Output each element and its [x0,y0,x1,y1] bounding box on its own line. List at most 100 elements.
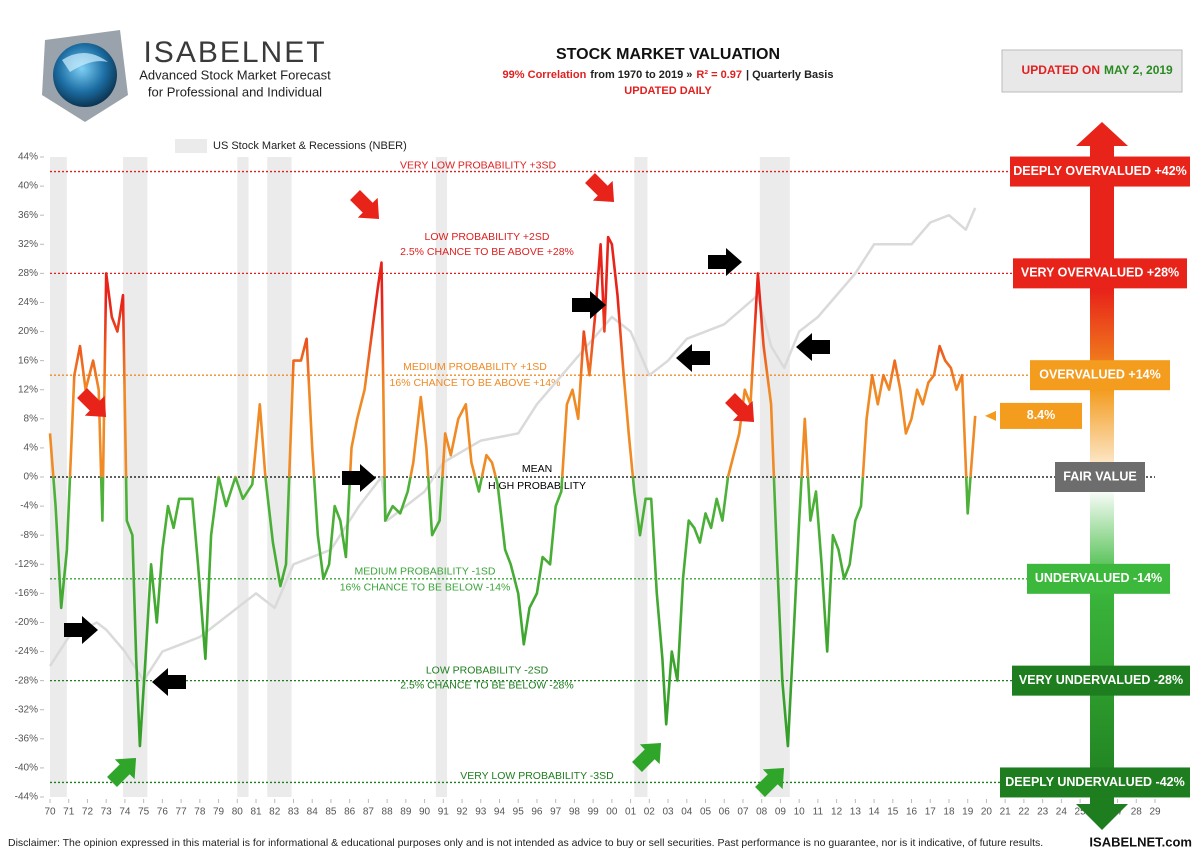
x-tick-label: 79 [213,807,225,818]
x-tick-label: 73 [101,807,113,818]
chart-note: UPDATED DAILY [624,85,712,97]
plot: US Stock Market & Recessions (NBER) 44% 40… [15,139,1161,818]
overlay: DEEPLY OVERVALUED +42% VERY OVERVALUED +2… [985,156,1190,798]
disclaimer: Disclaimer: The opinion expressed in thi… [8,837,1043,849]
zone-box [1030,360,1170,391]
x-tick-label: 06 [719,807,731,818]
x-tick-label: 70 [44,807,56,818]
x-tick-label: 04 [681,807,693,818]
reference-sublabel: 2.5% CHANCE TO BE ABOVE +28% [400,246,574,258]
x-tick-label: 91 [438,807,450,818]
y-tick-label: 36% [18,210,38,221]
y-tick-label: 28% [18,268,38,279]
reference-sublabel: 16% CHANCE TO BE BELOW -14% [340,582,511,594]
zone-box [1012,665,1190,696]
x-tick-label: 22 [1018,807,1030,818]
x-tick-label: 12 [831,807,843,818]
subtitle-part: 99% Correlation [503,69,587,81]
x-tick-label: 13 [850,807,862,818]
y-tick-label: 16% [18,355,38,366]
x-tick-label: 05 [700,807,712,818]
updated-date: MAY 2, 2019 [1104,63,1173,77]
x-tick-label: 94 [494,807,506,818]
x-tick-label: 93 [475,807,487,818]
x-tick-label: 16 [906,807,918,818]
x-tick-label: 98 [569,807,581,818]
chart-title: STOCK MARKET VALUATION [556,46,780,63]
chart-subtitle: 99% Correlation from 1970 to 2019 » R² = 0… [503,69,834,81]
legend-swatch [175,139,207,153]
x-tick-label: 86 [344,807,356,818]
reference-label: VERY LOW PROBABILITY -3SD [460,770,614,782]
stock-market-line [48,207,977,682]
y-tick-label: 12% [18,384,38,395]
x-tick-label: 02 [644,807,656,818]
x-tick-label: 84 [307,807,319,818]
y-tick-label: -8% [20,530,38,541]
x-tick-label: 81 [250,807,262,818]
current-box [1000,402,1082,429]
x-tick-label: 75 [138,807,150,818]
x-tick-label: 28 [1131,807,1143,818]
y-tick-label: 40% [18,181,38,192]
current-pointer [985,410,996,421]
zone-box [1000,767,1190,798]
x-tick-label: 80 [232,807,244,818]
zone-box [1055,462,1145,492]
y-tick-label: 0% [24,472,39,483]
reference-label: LOW PROBABILITY -2SD [426,664,549,676]
reference-sublabel: 16% CHANCE TO BE ABOVE +14% [390,377,561,389]
x-tick-label: 77 [176,807,188,818]
x-tick-label: 97 [550,807,562,818]
legend-label: US Stock Market & Recessions (NBER) [213,140,407,152]
x-tick-label: 17 [925,807,937,818]
x-tick-label: 76 [157,807,169,818]
x-tick-label: 92 [456,807,468,818]
x-tick-label: 15 [887,807,899,818]
zone-box [1010,156,1190,187]
y-tick-label: 20% [18,326,38,337]
x-tick-label: 85 [325,807,337,818]
x-tick-label: 78 [194,807,206,818]
zone-label: FAIR VALUE [1063,469,1136,483]
x-tick-label: 11 [813,807,824,818]
x-tick-label: 96 [531,807,543,818]
zone-label: VERY UNDERVALUED -28% [1019,673,1183,687]
recession [634,157,648,797]
x-tick-label: 20 [981,807,993,818]
x-tick-label: 95 [513,807,525,818]
x-tick-label: 74 [119,807,131,818]
x-tick-label: 23 [1037,807,1049,818]
y-tick-label: -32% [15,704,38,715]
reference-sublabel: HIGH PROBABILITY [488,480,586,492]
y-tick-label: 44% [18,152,38,163]
x-tick-label: 10 [794,807,806,818]
y-tick-label: 8% [24,413,39,424]
subtitle-part: R² = 0.97 [696,69,742,81]
y-tick-label: 32% [18,239,38,250]
y-tick-label: -24% [15,646,38,657]
reference-label: LOW PROBABILITY +2SD [425,231,550,243]
tagline: for Professional and Individual [148,84,322,99]
x-tick-label: 72 [82,807,94,818]
logo [42,30,128,122]
brand: ISABELNET [143,36,326,69]
tagline: Advanced Stock Market Forecast [139,67,331,82]
reference-label: MEDIUM PROBABILITY +1SD [403,361,547,373]
y-tick-label: -28% [15,675,38,686]
y-tick-label: -4% [20,501,38,512]
x-tick-label: 88 [382,807,394,818]
x-tick-label: 89 [400,807,412,818]
x-tick-label: 09 [775,807,787,818]
x-tick-label: 18 [943,807,955,818]
y-tick-label: -12% [15,559,38,570]
zone-label: DEEPLY OVERVALUED +42% [1013,164,1187,178]
x-tick-label: 99 [588,807,600,818]
valuation-line [48,235,977,748]
x-tick-label: 90 [419,807,431,818]
x-tick-label: 87 [363,807,375,818]
x-tick-label: 29 [1149,807,1161,818]
y-tick-label: -20% [15,617,38,628]
x-tick-label: 03 [662,807,674,818]
